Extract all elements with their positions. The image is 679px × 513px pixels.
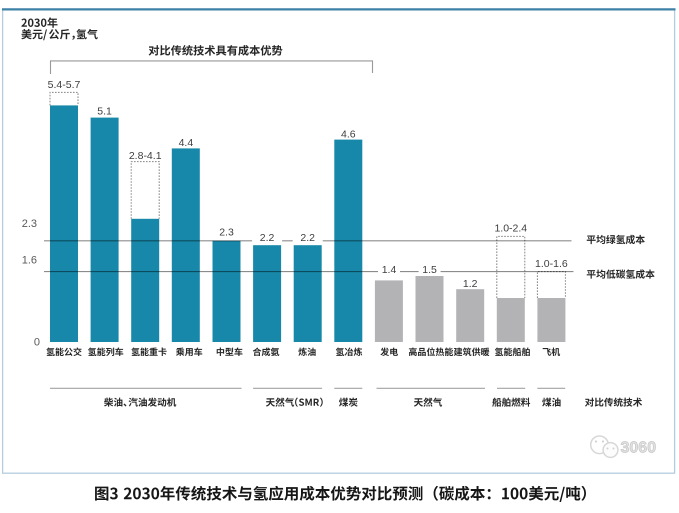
svg-text:1.0-1.6: 1.0-1.6	[535, 258, 568, 270]
svg-text:2.8-4.1: 2.8-4.1	[129, 150, 162, 162]
svg-text:1.6: 1.6	[22, 255, 37, 267]
svg-text:5.1: 5.1	[97, 106, 112, 118]
svg-text:1.4: 1.4	[382, 264, 397, 276]
svg-text:1.0-2.4: 1.0-2.4	[494, 223, 527, 235]
svg-text:4.4: 4.4	[179, 137, 194, 149]
svg-text:2.3: 2.3	[22, 218, 37, 230]
svg-text:4.6: 4.6	[341, 129, 356, 141]
svg-text:2.2: 2.2	[300, 232, 315, 244]
svg-text:0: 0	[34, 336, 40, 348]
svg-text:1.5: 1.5	[422, 264, 437, 276]
svg-text:2.3: 2.3	[219, 227, 234, 239]
svg-text:5.4-5.7: 5.4-5.7	[48, 79, 81, 91]
svg-text:2.2: 2.2	[260, 232, 275, 244]
svg-text:3060: 3060	[621, 440, 657, 457]
svg-text:1.2: 1.2	[463, 278, 478, 290]
